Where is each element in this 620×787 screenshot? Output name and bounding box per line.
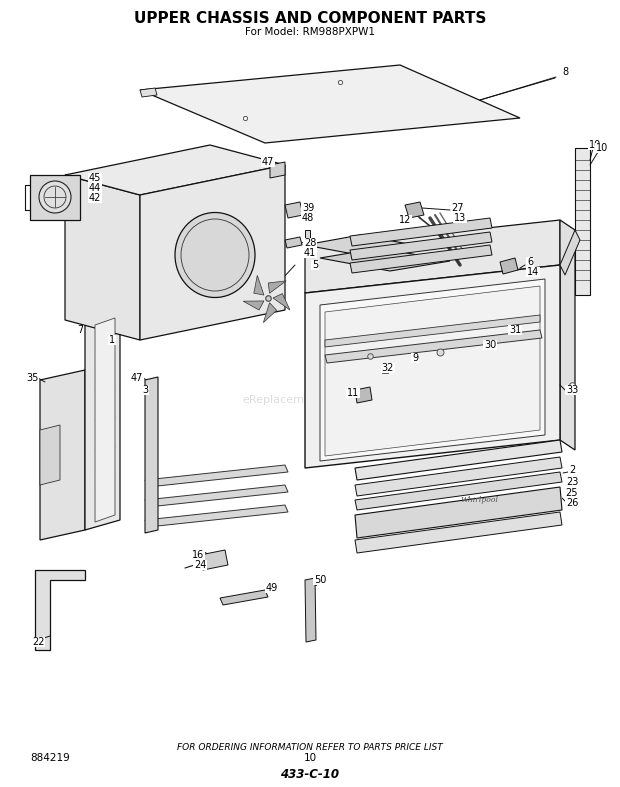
- Text: 28: 28: [304, 238, 316, 248]
- Text: 50: 50: [314, 575, 326, 585]
- Polygon shape: [320, 248, 450, 271]
- Polygon shape: [254, 275, 264, 295]
- Polygon shape: [320, 279, 545, 461]
- Text: 35: 35: [26, 373, 38, 383]
- Text: 8: 8: [562, 67, 568, 77]
- Polygon shape: [305, 578, 316, 642]
- Text: 1: 1: [109, 335, 115, 345]
- Polygon shape: [355, 487, 562, 538]
- Polygon shape: [325, 286, 540, 456]
- Text: 22: 22: [32, 637, 44, 647]
- Polygon shape: [405, 202, 424, 218]
- Polygon shape: [305, 220, 560, 293]
- Text: 16: 16: [192, 550, 204, 560]
- Text: 14: 14: [527, 267, 539, 277]
- Text: UPPER CHASSIS AND COMPONENT PARTS: UPPER CHASSIS AND COMPONENT PARTS: [134, 10, 486, 25]
- Text: 25: 25: [565, 488, 578, 498]
- Ellipse shape: [175, 212, 255, 297]
- Polygon shape: [355, 440, 562, 480]
- Text: 10: 10: [303, 753, 317, 763]
- Polygon shape: [305, 265, 560, 468]
- Text: FOR ORDERING INFORMATION REFER TO PARTS PRICE LIST: FOR ORDERING INFORMATION REFER TO PARTS …: [177, 744, 443, 752]
- Polygon shape: [140, 88, 157, 97]
- Text: 3: 3: [142, 385, 148, 395]
- Text: 7: 7: [77, 325, 83, 335]
- Text: eReplacementParts.com: eReplacementParts.com: [242, 395, 378, 405]
- Text: 10: 10: [589, 140, 601, 150]
- Text: 39: 39: [302, 203, 314, 213]
- Polygon shape: [305, 230, 310, 255]
- Polygon shape: [85, 310, 120, 530]
- Text: 13: 13: [454, 213, 466, 223]
- Polygon shape: [270, 162, 285, 178]
- Text: 48: 48: [302, 213, 314, 223]
- Polygon shape: [350, 245, 492, 273]
- Polygon shape: [355, 512, 562, 553]
- Text: 45: 45: [89, 173, 101, 183]
- Text: 12: 12: [399, 215, 411, 225]
- Text: 31: 31: [509, 325, 521, 335]
- Text: 27: 27: [452, 203, 464, 213]
- Polygon shape: [145, 465, 288, 487]
- Polygon shape: [560, 230, 580, 275]
- Polygon shape: [575, 148, 590, 295]
- Text: 5: 5: [312, 260, 318, 270]
- Polygon shape: [140, 165, 285, 340]
- Text: 47: 47: [262, 157, 274, 167]
- Text: 49: 49: [266, 583, 278, 593]
- Text: 44: 44: [89, 183, 101, 193]
- Polygon shape: [325, 330, 542, 363]
- Polygon shape: [500, 258, 518, 274]
- Text: 10: 10: [596, 143, 608, 153]
- Polygon shape: [140, 65, 520, 143]
- Polygon shape: [560, 220, 575, 450]
- Text: 33: 33: [566, 385, 578, 395]
- Text: 11: 11: [347, 388, 359, 398]
- Polygon shape: [273, 294, 290, 310]
- Text: 23: 23: [566, 477, 578, 487]
- Polygon shape: [355, 472, 562, 510]
- Polygon shape: [145, 377, 158, 533]
- Polygon shape: [285, 202, 303, 218]
- Text: 9: 9: [412, 353, 418, 363]
- Text: 47: 47: [131, 373, 143, 383]
- Polygon shape: [40, 425, 60, 485]
- Polygon shape: [200, 550, 228, 570]
- Polygon shape: [145, 505, 288, 527]
- Text: 433-C-10: 433-C-10: [280, 768, 340, 781]
- Text: 24: 24: [194, 560, 206, 570]
- Polygon shape: [220, 590, 268, 605]
- Polygon shape: [40, 370, 85, 540]
- Text: 42: 42: [89, 193, 101, 203]
- Polygon shape: [35, 570, 85, 650]
- Polygon shape: [355, 387, 372, 403]
- Text: 32: 32: [382, 363, 394, 373]
- Polygon shape: [285, 237, 302, 248]
- Text: 6: 6: [527, 257, 533, 267]
- Polygon shape: [95, 318, 115, 522]
- Text: 8: 8: [562, 67, 568, 77]
- Text: 884219: 884219: [30, 753, 70, 763]
- Ellipse shape: [39, 181, 71, 213]
- Text: 26: 26: [566, 498, 578, 508]
- Text: 41: 41: [304, 248, 316, 258]
- Polygon shape: [65, 145, 285, 195]
- Polygon shape: [243, 301, 264, 310]
- Text: 2: 2: [569, 465, 575, 475]
- Polygon shape: [264, 303, 277, 323]
- Text: For Model: RM988PXPW1: For Model: RM988PXPW1: [245, 27, 375, 37]
- Polygon shape: [30, 175, 80, 220]
- Polygon shape: [65, 175, 140, 340]
- Polygon shape: [355, 457, 562, 496]
- Polygon shape: [305, 235, 430, 258]
- Text: Whirlpool: Whirlpool: [461, 496, 499, 504]
- Polygon shape: [350, 218, 492, 246]
- Polygon shape: [145, 485, 288, 507]
- Polygon shape: [350, 232, 492, 260]
- Text: 30: 30: [484, 340, 496, 350]
- Polygon shape: [325, 315, 540, 347]
- Polygon shape: [268, 281, 286, 294]
